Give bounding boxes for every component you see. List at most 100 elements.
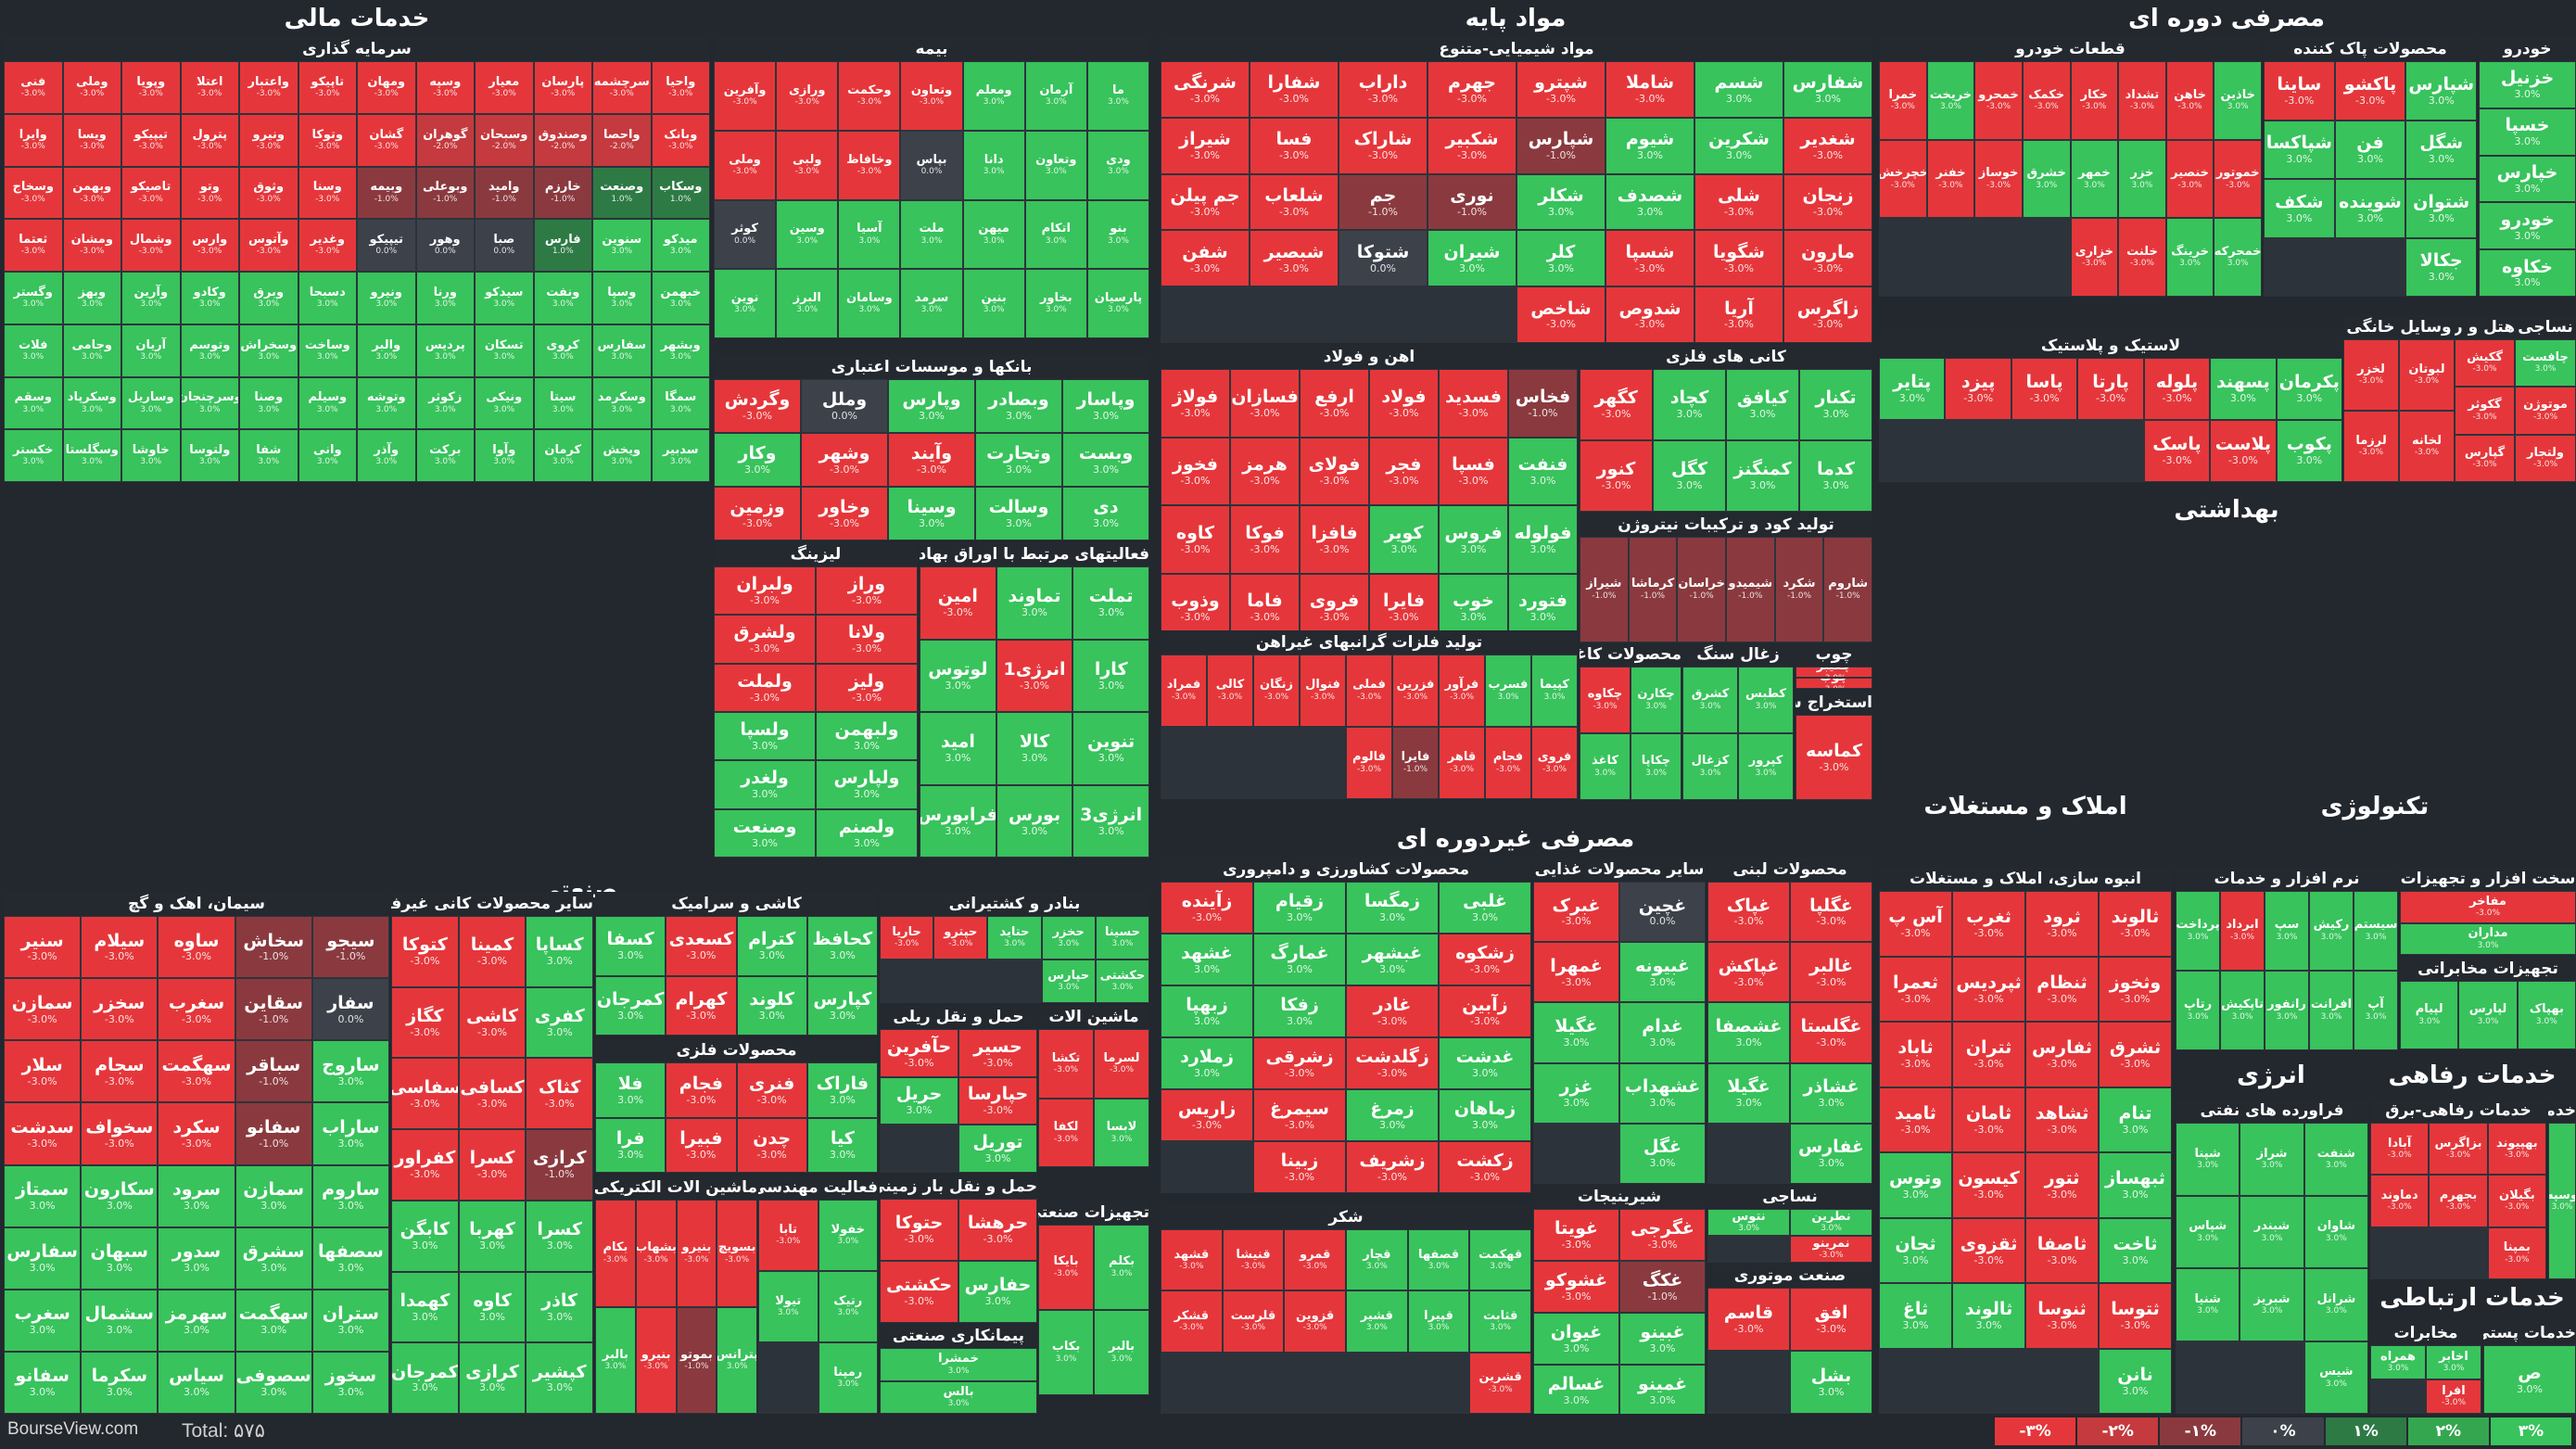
- stock-tile[interactable]: والبر 3.0%: [358, 324, 415, 376]
- stock-tile[interactable]: کطبس 3.0%: [1739, 667, 1793, 732]
- stock-tile[interactable]: زبینا -3.0%: [1254, 1142, 1345, 1192]
- stock-tile[interactable]: ابرداد -3.0%: [2221, 892, 2264, 970]
- stock-tile[interactable]: غمینو 3.0%: [1620, 1366, 1705, 1416]
- stock-tile[interactable]: تکنار 3.0%: [1800, 370, 1872, 439]
- industry-title[interactable]: نرم افزار و خدمات: [2176, 867, 2398, 891]
- stock-tile[interactable]: شبندر 3.0%: [2240, 1196, 2303, 1267]
- stock-tile[interactable]: ولپارس 3.0%: [817, 761, 917, 808]
- stock-tile[interactable]: سفانو 3.0%: [5, 1352, 81, 1413]
- stock-tile[interactable]: وبصادر 3.0%: [976, 380, 1061, 432]
- stock-tile[interactable]: کرماشا -1.0%: [1629, 538, 1677, 642]
- industry-title[interactable]: انبوه سازی، املاک و مستغلات: [1879, 867, 2172, 891]
- stock-tile[interactable]: وسیلم 3.0%: [298, 377, 356, 429]
- stock-tile[interactable]: وشمال -3.0%: [122, 220, 180, 271]
- industry-title[interactable]: تجهیزات مخابراتی: [2400, 957, 2576, 981]
- stock-tile[interactable]: پسهند 3.0%: [2211, 359, 2276, 419]
- stock-tile[interactable]: ثقزوی -3.0%: [1953, 1218, 2024, 1282]
- stock-tile[interactable]: چافست 3.0%: [2516, 340, 2575, 387]
- stock-tile[interactable]: ولسپا 3.0%: [715, 712, 815, 760]
- stock-tile[interactable]: وملل 0.0%: [802, 380, 887, 432]
- stock-tile[interactable]: غپاکش -3.0%: [1708, 943, 1789, 1002]
- stock-tile[interactable]: فرا 3.0%: [596, 1118, 666, 1172]
- stock-tile[interactable]: سفانو -1.0%: [235, 1103, 311, 1164]
- stock-tile[interactable]: زگلدشت -3.0%: [1347, 1038, 1438, 1088]
- stock-tile[interactable]: لرزما -3.0%: [2344, 412, 2398, 481]
- stock-tile[interactable]: نتوس 3.0%: [1708, 1210, 1789, 1235]
- stock-tile[interactable]: کنور -3.0%: [1580, 441, 1652, 511]
- stock-tile[interactable]: خرینگ 3.0%: [2166, 219, 2214, 296]
- stock-tile[interactable]: حپارس 3.0%: [1042, 960, 1095, 1002]
- stock-tile[interactable]: سهگمت 3.0%: [235, 1290, 311, 1351]
- industry-title[interactable]: حمل و نقل ریلی: [880, 1005, 1037, 1029]
- stock-tile[interactable]: امین -3.0%: [920, 567, 996, 639]
- stock-tile[interactable]: زماهان 3.0%: [1440, 1090, 1530, 1140]
- stock-tile[interactable]: فاما -3.0%: [1231, 574, 1299, 641]
- stock-tile[interactable]: سمگا 3.0%: [652, 377, 709, 429]
- stock-tile[interactable]: غلبی 3.0%: [1440, 883, 1530, 933]
- stock-tile[interactable]: کسافی -3.0%: [459, 1059, 526, 1129]
- stock-tile[interactable]: خلنت -3.0%: [2119, 219, 2165, 296]
- stock-tile[interactable]: اعتلا -3.0%: [181, 62, 238, 113]
- sector-title[interactable]: انرژی: [2237, 1061, 2305, 1089]
- stock-tile[interactable]: افق -3.0%: [1791, 1289, 1872, 1350]
- stock-tile[interactable]: ثفارس -3.0%: [2026, 1023, 2098, 1087]
- stock-tile[interactable]: لپیام 3.0%: [2401, 982, 2458, 1049]
- stock-tile[interactable]: بکاب 3.0%: [1039, 1311, 1093, 1394]
- stock-tile[interactable]: لابسا 3.0%: [1095, 1099, 1148, 1166]
- stock-tile[interactable]: وسکرپاد 3.0%: [63, 377, 121, 429]
- stock-tile[interactable]: معیار -3.0%: [476, 62, 533, 113]
- stock-tile[interactable]: زشریف -3.0%: [1347, 1142, 1438, 1192]
- industry-title[interactable]: فعالیتهای مرتبط با اوراق بهادار: [920, 542, 1149, 566]
- stock-tile[interactable]: آریا -3.0%: [1695, 287, 1783, 342]
- stock-tile[interactable]: سرمد 3.0%: [901, 270, 962, 337]
- stock-tile[interactable]: کیا 3.0%: [807, 1118, 877, 1172]
- stock-tile[interactable]: سیلام -3.0%: [82, 917, 158, 978]
- stock-tile[interactable]: اخابر 3.0%: [2427, 1346, 2481, 1379]
- industry-title[interactable]: خدمات رفاهی-برق: [2370, 1099, 2546, 1123]
- stock-tile[interactable]: بخاور 3.0%: [1025, 270, 1086, 337]
- stock-tile[interactable]: کمرجان 3.0%: [392, 1343, 458, 1413]
- stock-tile[interactable]: رانفور 3.0%: [2265, 972, 2308, 1049]
- stock-tile[interactable]: شپارس 3.0%: [2406, 62, 2476, 120]
- stock-tile[interactable]: وصنعت 3.0%: [715, 809, 815, 857]
- stock-tile[interactable]: زکشت -3.0%: [1440, 1142, 1530, 1192]
- stock-tile[interactable]: فاراک 3.0%: [807, 1063, 877, 1117]
- stock-tile[interactable]: گشان -3.0%: [358, 114, 415, 166]
- stock-tile[interactable]: وبیمه -1.0%: [358, 167, 415, 219]
- stock-tile[interactable]: خپارس 3.0%: [2480, 156, 2575, 202]
- stock-tile[interactable]: ولتجار -3.0%: [2516, 435, 2575, 481]
- stock-tile[interactable]: حکشتی 3.0%: [1096, 960, 1148, 1002]
- stock-tile[interactable]: وصنعت 1.0%: [593, 167, 651, 219]
- stock-tile[interactable]: تنام 3.0%: [2100, 1087, 2171, 1151]
- stock-tile[interactable]: قصفها 3.0%: [1408, 1230, 1469, 1290]
- stock-tile[interactable]: لپارس 3.0%: [2459, 982, 2517, 1049]
- stock-tile[interactable]: سرچشمه -3.0%: [593, 62, 651, 113]
- stock-tile[interactable]: لسرما -3.0%: [1095, 1030, 1148, 1098]
- stock-tile[interactable]: زاگرس -3.0%: [1784, 287, 1872, 342]
- industry-title[interactable]: شیرینیجات: [1533, 1185, 1706, 1209]
- stock-tile[interactable]: تاصیکو -3.0%: [122, 167, 180, 219]
- stock-tile[interactable]: خبهمن 3.0%: [652, 273, 709, 324]
- stock-tile[interactable]: شنفت 3.0%: [2304, 1124, 2367, 1195]
- industry-title[interactable]: مخابرات: [2370, 1321, 2481, 1345]
- stock-tile[interactable]: کگهر -3.0%: [1580, 370, 1652, 439]
- stock-tile[interactable]: تابا -3.0%: [759, 1201, 818, 1270]
- stock-tile[interactable]: کالا 3.0%: [996, 713, 1072, 784]
- stock-tile[interactable]: وسکرمد 3.0%: [593, 377, 651, 429]
- stock-tile[interactable]: وآوا 3.0%: [476, 430, 533, 481]
- stock-tile[interactable]: واحیا -3.0%: [652, 62, 709, 113]
- stock-tile[interactable]: وآذر 3.0%: [358, 430, 415, 481]
- stock-tile[interactable]: بنو 3.0%: [1087, 200, 1148, 269]
- stock-tile[interactable]: شگویا -3.0%: [1695, 231, 1783, 286]
- stock-tile[interactable]: بنین 3.0%: [963, 270, 1024, 337]
- stock-tile[interactable]: ثالوند -3.0%: [2100, 892, 2171, 956]
- stock-tile[interactable]: رتیک 3.0%: [818, 1272, 877, 1341]
- stock-tile[interactable]: تیپیکو -3.0%: [122, 114, 180, 166]
- stock-tile[interactable]: ونیرو 3.0%: [358, 273, 415, 324]
- stock-tile[interactable]: خکار -3.0%: [2071, 62, 2118, 139]
- stock-tile[interactable]: غبرک -3.0%: [1534, 883, 1618, 942]
- stock-tile[interactable]: سهگمت -3.0%: [159, 1041, 235, 1102]
- stock-tile[interactable]: وبوعلی -1.0%: [416, 167, 474, 219]
- stock-tile[interactable]: رمپنا 3.0%: [818, 1343, 877, 1413]
- stock-tile[interactable]: کدما 3.0%: [1800, 441, 1872, 511]
